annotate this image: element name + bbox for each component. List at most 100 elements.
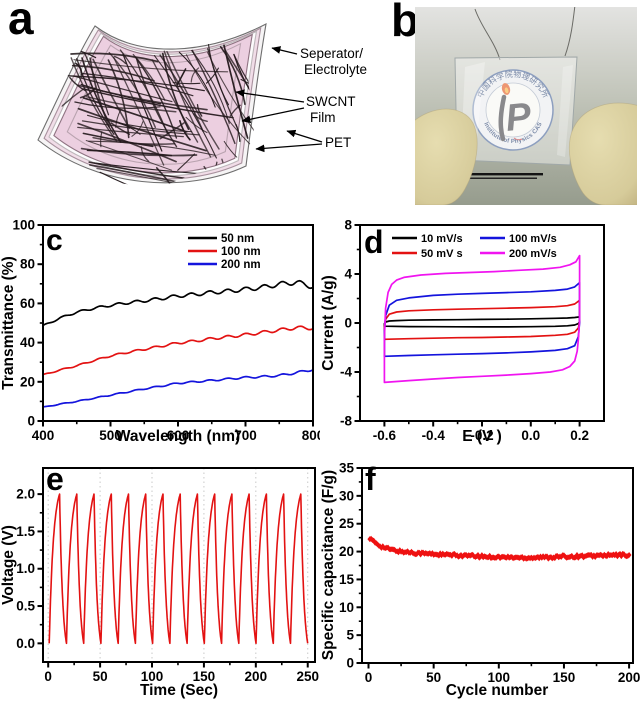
y-tick-label: 0 — [346, 656, 354, 671]
legend-label: 10 mV/s — [421, 233, 463, 245]
x-tick-label: 250 — [296, 669, 319, 684]
mesh-stroke — [100, 131, 103, 148]
mesh-stroke — [73, 59, 229, 73]
y-tick-label: 4 — [344, 267, 352, 282]
separator-arrow — [271, 46, 298, 55]
mesh-stroke — [153, 55, 217, 159]
capacitance-markers — [367, 535, 632, 562]
chart-e-charge-discharge: 0 50 100 150 200 250 0.0 0.5 1.0 1.5 2.0 Time (Sec)… — [0, 461, 319, 699]
plot-data — [48, 493, 309, 645]
axis-frame — [361, 467, 634, 664]
mesh-stroke — [77, 107, 207, 152]
y-tick-label: 60 — [20, 296, 35, 311]
mesh-stroke — [69, 76, 87, 92]
y-tick-label: 0.0 — [16, 636, 35, 651]
axis-ticks: 0 50 100 150 200 250 0.0 0.5 1.0 1.5 2.0 — [16, 487, 319, 684]
mesh-stroke — [75, 62, 83, 76]
x-tick-label: 0 — [365, 670, 373, 685]
x-tick-label: 0 — [44, 669, 52, 684]
mesh-stroke — [86, 96, 177, 113]
mesh-stroke — [83, 51, 110, 116]
pet-arrow-2 — [255, 143, 323, 153]
mesh-stroke — [193, 113, 208, 122]
x-axis-label: Wavelength (nm) — [116, 428, 240, 445]
panel-letter-f: f — [365, 461, 376, 497]
device-edge-line-1 — [447, 173, 543, 176]
series-line-1 — [43, 325, 313, 376]
logo-i-stem — [498, 94, 507, 142]
panel-letter-a: a — [8, 0, 34, 44]
mesh-stroke — [110, 122, 131, 135]
mesh-stroke — [196, 104, 203, 117]
x-tick-label: 600 — [167, 428, 190, 443]
y-tick-label: 25 — [339, 516, 355, 531]
mesh-stroke — [223, 140, 239, 159]
mesh-stroke — [207, 51, 256, 146]
x-tick-label: 150 — [553, 670, 576, 685]
y-tick-label: 35 — [339, 461, 355, 476]
mesh-stroke — [190, 67, 200, 83]
gloved-finger-right — [568, 102, 640, 206]
mesh-stroke — [70, 52, 159, 63]
mesh-stroke — [86, 114, 193, 133]
panel-letter-e: e — [46, 461, 64, 497]
y-tick-label: 80 — [20, 257, 35, 272]
panel-letter-d: d — [364, 224, 384, 260]
panel-letter-b: b — [391, 0, 420, 46]
x-tick-label: 100 — [141, 669, 164, 684]
x-tick-label: 400 — [32, 428, 55, 443]
axis-frame — [359, 224, 605, 422]
mesh-stroke — [122, 53, 163, 152]
x-tick-label: 50 — [426, 670, 441, 685]
mesh-stroke — [131, 121, 144, 137]
mesh-stroke — [172, 81, 201, 85]
y-tick-label: 1.0 — [16, 561, 35, 576]
panel-b-photo: 中国科学院物理研究所 Institute of Physics CAS P — [408, 4, 640, 206]
mesh-stroke — [163, 50, 212, 158]
mesh-stroke — [166, 50, 220, 150]
mesh-stroke — [81, 120, 200, 136]
gloved-finger-left — [408, 108, 478, 206]
axis-frame — [42, 224, 314, 422]
mesh-stroke — [140, 146, 150, 162]
chart-f-cycling-stability: 0 50 100 150 200 0 5 10 15 20 25 30 35 Cycle number Sp… — [320, 461, 640, 700]
mesh-stroke — [185, 116, 208, 134]
mesh-stroke — [71, 64, 155, 82]
x-tick-label: 100 — [488, 670, 511, 685]
mesh-stroke — [161, 52, 190, 130]
x-tick-label: 500 — [99, 428, 122, 443]
mesh-stroke — [177, 153, 196, 171]
mesh-stroke — [223, 44, 249, 139]
legend-label: 100 mV/s — [509, 233, 557, 245]
y-tick-label: 100 — [12, 218, 35, 233]
separator-label-line1: Seperator/ — [300, 46, 363, 61]
logo-red-mark — [513, 137, 523, 141]
plot-data — [43, 279, 313, 408]
panel-a-schematic: Seperator/ Electrolyte SWCNT Film PET — [0, 0, 392, 212]
mesh-stroke — [73, 75, 173, 103]
mesh-stroke — [191, 49, 230, 124]
mesh-stroke — [191, 49, 236, 145]
x-tick-label: 0.0 — [521, 428, 540, 443]
x-tick-label: 800 — [302, 428, 320, 443]
y-axis-label: Specific capacitance (F/g) — [320, 470, 337, 660]
mesh-stroke — [61, 87, 86, 107]
y-tick-label: 15 — [339, 572, 355, 587]
gcd-curve — [48, 493, 309, 645]
legend-label: 100 nm — [221, 246, 261, 258]
chart-c-transmittance: 400 500 600 700 800 0 20 40 60 80 100 Wavelength (n… — [0, 218, 320, 446]
y-axis-label: Current (A/g) — [320, 275, 337, 371]
x-tick-label: 200 — [618, 670, 640, 685]
lead-wire-right — [564, 4, 576, 57]
mesh-stroke — [79, 87, 96, 99]
swcnt-label-line1: SWCNT — [306, 94, 356, 109]
legend-label: 50 mV s — [421, 248, 463, 260]
y-tick-label: 20 — [339, 544, 354, 559]
x-axis-label: Cycle number — [446, 682, 549, 699]
legend-label: 50 nm — [221, 233, 254, 245]
device-photo-drawing: 中国科学院物理研究所 Institute of Physics CAS P — [408, 4, 640, 206]
mesh-stroke — [77, 84, 208, 111]
mesh-stroke — [82, 132, 154, 148]
y-tick-label: 8 — [344, 218, 352, 233]
axis-ticks: 400 500 600 700 800 0 20 40 60 80 100 — [12, 218, 320, 444]
